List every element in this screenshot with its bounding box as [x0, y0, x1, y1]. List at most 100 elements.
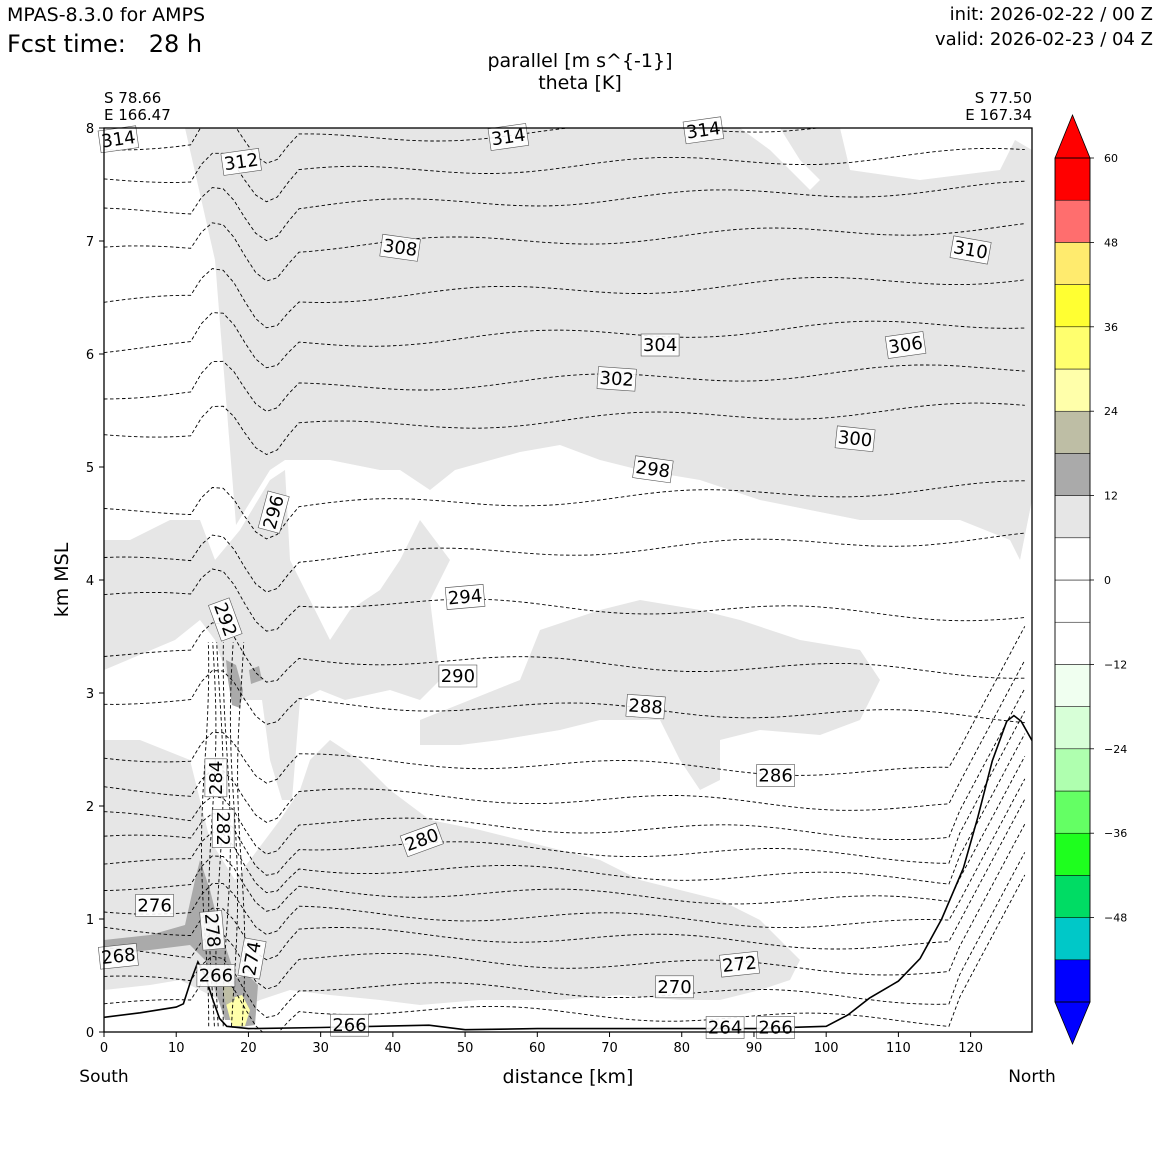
- theta-label-box: [204, 758, 228, 798]
- theta-label-box: [756, 764, 795, 787]
- y-axis: 0 1 2 3 4 5 6 7 8: [86, 122, 104, 1041]
- colorbar-bin: [1054, 453, 1091, 496]
- theta-label-text: 266: [199, 966, 233, 987]
- colorbar-bin: [1054, 832, 1091, 876]
- theta-label-text: 270: [657, 977, 691, 998]
- theta-label-group: 304: [640, 333, 680, 357]
- theta-label-group: 314: [97, 125, 140, 154]
- x-tick-label: 100: [814, 1041, 839, 1056]
- north-label: North: [1008, 1067, 1056, 1087]
- theta-label-box: [949, 235, 992, 265]
- theta-label-text: 314: [490, 125, 527, 151]
- theta-label-text: 284: [206, 761, 227, 795]
- theta-label-box: [444, 584, 486, 610]
- theta-label-group: 282: [211, 809, 235, 848]
- x-tick-label: 80: [673, 1041, 690, 1056]
- theta-label-group: 278: [199, 910, 226, 951]
- theta-label-box: [487, 123, 530, 151]
- theta-label-box: [135, 894, 174, 917]
- valid-time: valid: 2026-02-23 / 04 Z: [935, 29, 1153, 50]
- theta-label-group: 306: [884, 331, 927, 359]
- fcst-value: 28 h: [148, 30, 203, 58]
- theta-label-box: [196, 964, 236, 987]
- theta-label-box: [834, 425, 876, 453]
- theta-label-group: 294: [444, 584, 486, 610]
- theta-label-text: 266: [758, 1018, 792, 1039]
- forecast-time: Fcst time: 28 h: [7, 30, 202, 58]
- colorbar-tick-label: 48: [1104, 236, 1118, 249]
- x-axis: 0 10 20 30 40 50 60 70 80 90 100 110 120: [100, 1032, 983, 1056]
- theta-contour-line: [104, 402, 1025, 456]
- colorbar-tick-label: 12: [1104, 490, 1118, 503]
- colorbar-tick-label: 0: [1104, 574, 1111, 587]
- colorbar-bin: [1054, 495, 1091, 539]
- x-tick-label: 90: [746, 1041, 763, 1056]
- y-tick-label: 2: [86, 800, 94, 815]
- shade-region-olive: [222, 982, 235, 1005]
- theta-label-text: 272: [721, 952, 757, 976]
- colorbar-bin: [1054, 875, 1091, 918]
- x-tick-label: 0: [100, 1041, 108, 1056]
- theta-contour-line: [104, 659, 1026, 823]
- shade-region-dark-spot2: [249, 666, 262, 684]
- theta-label-text: 278: [200, 912, 224, 948]
- theta-label-text: 276: [137, 895, 171, 916]
- theta-label-box: [719, 950, 760, 978]
- theta-label-text: 308: [382, 236, 419, 262]
- shade-region-dark-spot: [226, 660, 243, 708]
- colorbar-bin: [1054, 579, 1091, 623]
- x-tick-label: 110: [886, 1041, 911, 1056]
- colorbar-tick-label: −24: [1104, 743, 1127, 756]
- theta-label-box: [625, 693, 666, 720]
- x-tick-label: 30: [312, 1041, 329, 1056]
- y-tick-label: 0: [86, 1026, 94, 1041]
- y-tick-label: 1: [86, 913, 94, 928]
- theta-label-group: 302: [596, 366, 637, 392]
- shade-region-upper: [104, 128, 1032, 560]
- theta-label-text: 282: [212, 811, 233, 845]
- theta-contour-line: [104, 626, 1026, 784]
- theta-contour-line: [104, 312, 1025, 369]
- x-tick-label: 60: [529, 1041, 546, 1056]
- y-tick-label: 3: [86, 687, 94, 702]
- colorbar-min-arrow: [1054, 1001, 1091, 1046]
- theta-label-group: 310: [949, 235, 992, 265]
- colorbar-bin: [1054, 410, 1091, 454]
- colorbar-bin: [1054, 537, 1091, 581]
- colorbar-bin: [1054, 790, 1091, 834]
- theta-label-group: 266: [330, 1013, 369, 1037]
- colorbar-bin: [1054, 199, 1091, 243]
- theta-label-box: [379, 233, 421, 262]
- theta-label-group: 298: [632, 455, 674, 484]
- theta-label-box: [199, 910, 226, 951]
- theta-label-text: 294: [447, 586, 483, 610]
- fcst-label: Fcst time:: [7, 30, 126, 58]
- x-tick-label: 10: [168, 1041, 185, 1056]
- theta-label-text: 306: [887, 333, 924, 359]
- theta-contour-line-steep: [229, 642, 239, 1027]
- y-tick-label: 5: [86, 461, 94, 476]
- theta-label-box: [705, 1016, 745, 1039]
- colorbar-tick-label: −36: [1104, 827, 1127, 840]
- theta-label-text: 266: [332, 1015, 366, 1036]
- theta-label-text: 264: [708, 1018, 742, 1039]
- shade-region-yellow-core: [225, 995, 250, 1026]
- theta-contour-line: [104, 733, 1026, 894]
- theta-label-text: 298: [634, 457, 671, 483]
- colorbar-bin: [1054, 621, 1091, 665]
- theta-contour-line: [104, 670, 1025, 725]
- shade-region-lower: [104, 740, 800, 1010]
- theta-contour-line: [104, 756, 1026, 912]
- left-end-lon: E 166.47: [104, 106, 171, 124]
- theta-label-box: [98, 943, 139, 970]
- theta-contour-line-steep: [201, 642, 210, 1027]
- right-end-lon: E 167.34: [965, 106, 1032, 124]
- theta-label-box: [220, 148, 262, 176]
- theta-label-group: 308: [379, 233, 421, 262]
- x-tick-label: 40: [385, 1041, 402, 1056]
- theta-contour-line: [104, 874, 1026, 1032]
- theta-label-box: [632, 455, 674, 484]
- terrain: [104, 714, 1032, 1031]
- y-axis-label: km MSL: [51, 542, 73, 617]
- init-time: init: 2026-02-22 / 00 Z: [949, 4, 1153, 25]
